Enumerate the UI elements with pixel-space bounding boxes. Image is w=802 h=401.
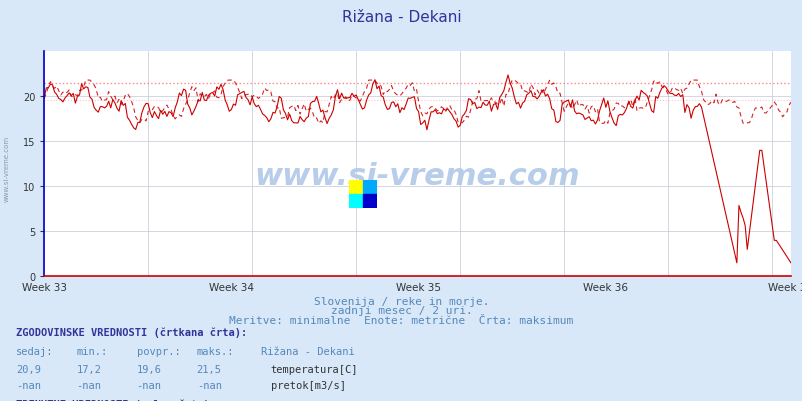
Text: zadnji mesec / 2 uri.: zadnji mesec / 2 uri. [330, 306, 472, 316]
Text: TRENUTNE VREDNOSTI (polna črta):: TRENUTNE VREDNOSTI (polna črta): [16, 398, 216, 401]
Text: temperatura[C]: temperatura[C] [270, 364, 358, 374]
Text: www.si-vreme.com: www.si-vreme.com [254, 161, 580, 190]
Bar [349, 194, 363, 209]
Text: povpr.:: povpr.: [136, 346, 180, 356]
Text: -nan: -nan [136, 380, 161, 390]
Text: Rižana - Dekani: Rižana - Dekani [342, 10, 460, 25]
Text: 20,9: 20,9 [16, 364, 41, 374]
Bar [363, 194, 377, 209]
Text: min.:: min.: [76, 346, 107, 356]
Bar [363, 180, 377, 194]
Text: 19,6: 19,6 [136, 364, 161, 374]
Text: -nan: -nan [16, 380, 41, 390]
Text: maks.:: maks.: [196, 346, 234, 356]
Text: www.si-vreme.com: www.si-vreme.com [3, 136, 10, 201]
Text: pretok[m3/s]: pretok[m3/s] [270, 380, 345, 390]
Text: Week 34: Week 34 [209, 283, 253, 293]
Text: Week 37: Week 37 [768, 283, 802, 293]
Text: Rižana - Dekani: Rižana - Dekani [261, 346, 354, 356]
Text: -nan: -nan [196, 380, 221, 390]
Text: Week 36: Week 36 [582, 283, 627, 293]
Bar [349, 180, 363, 194]
Text: 21,5: 21,5 [196, 364, 221, 374]
Text: sedaj:: sedaj: [16, 346, 54, 356]
Text: Week 33: Week 33 [22, 283, 67, 293]
Text: Slovenija / reke in morje.: Slovenija / reke in morje. [314, 296, 488, 306]
Text: ZGODOVINSKE VREDNOSTI (črtkana črta):: ZGODOVINSKE VREDNOSTI (črtkana črta): [16, 327, 247, 337]
Text: Meritve: minimalne  Enote: metrične  Črta: maksimum: Meritve: minimalne Enote: metrične Črta:… [229, 315, 573, 325]
Text: Week 35: Week 35 [395, 283, 440, 293]
Text: 17,2: 17,2 [76, 364, 101, 374]
Text: -nan: -nan [76, 380, 101, 390]
